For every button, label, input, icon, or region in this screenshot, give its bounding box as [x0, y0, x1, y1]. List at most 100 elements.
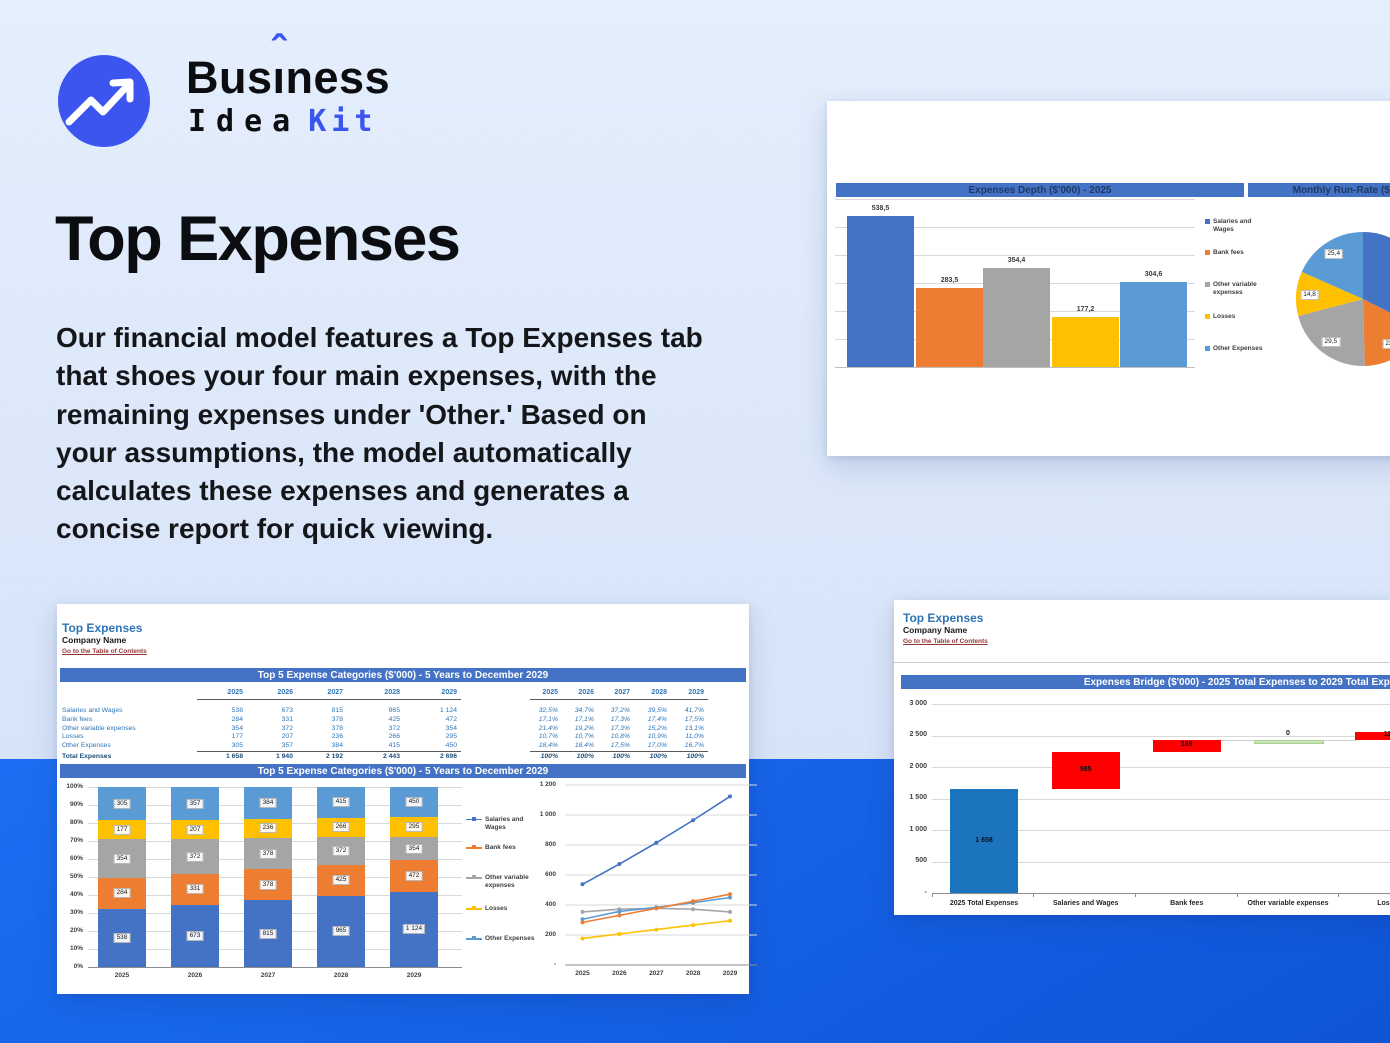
y-axis-label: 2 000: [909, 762, 927, 770]
y-axis-label: 3 000: [909, 699, 927, 707]
year-header: 2029: [441, 689, 457, 696]
segment-value-label: 354: [113, 853, 131, 864]
bridge-section-title: Expenses Bridge ($'000) - 2025 Total Exp…: [901, 675, 1390, 689]
pct-cell: 17,1%: [574, 715, 594, 723]
y-axis-label: 40%: [69, 891, 83, 898]
value-cell: 538: [231, 707, 243, 714]
segment-value-label: 815: [259, 928, 277, 939]
legend-line-swatch: [466, 816, 482, 823]
gridline: [88, 967, 462, 968]
expenses-depth-screenshot: Expenses Depth ($'000) - 2025 Monthly Ru…: [827, 101, 1390, 456]
pct-cell: 10,7%: [574, 733, 594, 741]
data-point-marker: [617, 862, 622, 867]
year-header: 2027: [327, 689, 343, 696]
paragraph-line: remaining expenses under 'Other.' Based …: [56, 398, 647, 430]
row-label: Losses: [62, 733, 84, 741]
bar: [916, 287, 983, 367]
y-axis-label: 600: [545, 871, 556, 878]
x-axis-label: 2029: [722, 970, 738, 977]
legend-item: Other variable expenses: [466, 874, 545, 890]
bar-value-label: 189: [1180, 741, 1193, 749]
value-cell: 354: [231, 724, 243, 732]
value-cell: 357: [281, 742, 293, 750]
runrate-chart-title: Monthly Run-Rate ($'000) - 2025: [1248, 183, 1390, 197]
axis-tick: [1033, 894, 1034, 897]
total-pct-cell: 100%: [576, 753, 594, 760]
value-cell: 331: [281, 715, 293, 723]
y-axis-label: -: [924, 888, 927, 896]
value-cell: 415: [388, 742, 400, 750]
segment-value-label: 378: [259, 879, 277, 890]
legend-item: Losses: [1205, 313, 1265, 321]
legend-swatch: [1205, 282, 1210, 287]
y-axis-label: 800: [545, 841, 556, 848]
x-axis-label: 2026: [612, 970, 627, 977]
table-of-contents-link[interactable]: Go to the Table of Contents: [62, 648, 147, 655]
pct-cell: 18,4%: [574, 742, 594, 750]
bridge-table-of-contents-link[interactable]: Go to the Table of Contents: [903, 638, 988, 645]
legend-item: Salaries and Wages: [1205, 218, 1265, 234]
gridline: [932, 893, 1390, 894]
segment-value-label: 207: [186, 824, 204, 835]
legend-label: Bank fees: [485, 844, 516, 852]
legend-label: Bank fees: [1213, 249, 1244, 257]
depth-bar-chart: 538,5 283,5 354,4 177,2 304,6: [835, 199, 1203, 368]
pie-slice: [1363, 232, 1390, 313]
header-underline: [197, 699, 461, 700]
paragraph-line: Our financial model features a Top Expen…: [56, 322, 703, 353]
axis-tick: [1135, 894, 1136, 897]
value-cell: 450: [445, 742, 457, 750]
pct-cell: 10,8%: [610, 733, 630, 741]
legend-label: Other variable expenses: [1213, 281, 1257, 296]
legend-item: Losses: [466, 905, 545, 913]
pct-cell: 16,7%: [684, 742, 704, 750]
y-axis-label: 2 500: [909, 731, 927, 738]
header-underline: [530, 699, 708, 700]
bar-value-label: 538,5: [871, 205, 890, 213]
pct-cell: 17,5%: [684, 715, 704, 723]
pct-cell: 17,1%: [538, 715, 558, 723]
row-label: Other variable expenses: [62, 724, 136, 732]
divider: [894, 662, 1390, 663]
segment-value-label: 305: [113, 798, 131, 809]
bar-value-label: 177,2: [1076, 306, 1095, 314]
waterfall-bar: [950, 788, 1018, 893]
y-axis-label: 1 200: [539, 781, 556, 788]
legend-line-marker: [472, 906, 476, 910]
bar-value-label: 283,5: [940, 276, 959, 284]
year-header: 2027: [614, 689, 630, 696]
y-axis-label: 50%: [69, 873, 83, 880]
axis-tick: [1237, 894, 1238, 897]
pie-value-label: 23,6: [1382, 339, 1390, 350]
pct-cell: 37,2%: [610, 707, 630, 714]
value-cell: 236: [331, 733, 343, 741]
value-cell: 372: [281, 724, 293, 732]
gridline: [835, 227, 1195, 228]
brand-logo: [58, 55, 150, 147]
pct-cell: 17,4%: [647, 715, 667, 723]
bar-value-label: 304,6: [1144, 270, 1163, 278]
data-point-marker: [580, 936, 585, 941]
pct-cell: 13,1%: [684, 724, 704, 732]
value-cell: 378: [331, 715, 343, 723]
total-value-cell: 2 696: [439, 753, 457, 760]
pct-cell: 39,5%: [647, 707, 667, 714]
total-label: Total Expenses: [62, 753, 112, 760]
year-header: 2028: [384, 689, 400, 696]
value-cell: 965: [388, 707, 400, 714]
legend-line-swatch: [466, 874, 482, 881]
segment-value-label: 331: [186, 884, 204, 895]
pie-value-label: 29,5: [1321, 336, 1341, 347]
legend-line-marker: [472, 845, 476, 850]
y-axis-label: 80%: [69, 819, 83, 826]
segment-value-label: 965: [332, 926, 350, 937]
row-label: Other Expenses: [62, 742, 111, 750]
segment-value-label: 372: [332, 845, 350, 856]
x-axis: [835, 367, 1195, 368]
bar-value-label: 354,4: [1007, 256, 1026, 264]
row-label: Salaries and Wages: [62, 707, 123, 714]
pie-slice: [1296, 271, 1363, 317]
year-header: 2028: [651, 689, 667, 696]
waterfall-bar: [1051, 751, 1120, 789]
pct-cell: 11,0%: [685, 733, 704, 741]
